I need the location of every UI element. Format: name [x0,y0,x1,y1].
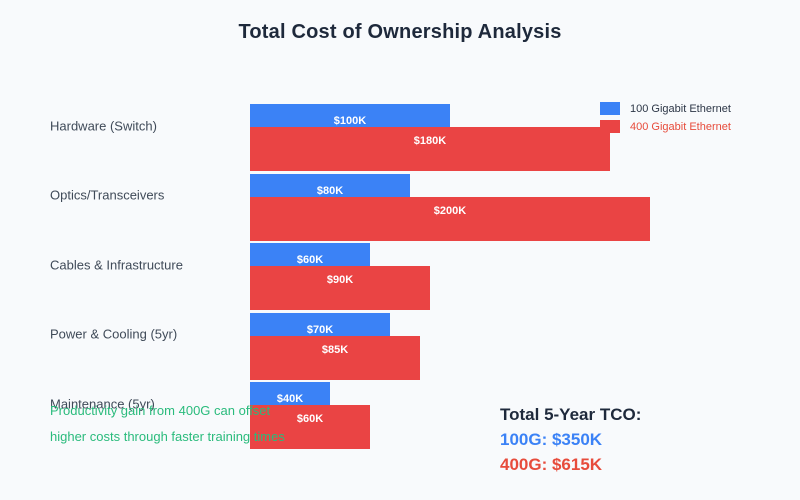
category-label-power-cooling-5yr: Power & Cooling (5yr) [50,326,178,342]
bar-value-100g-maintenance-5yr: $40K [276,393,304,405]
legend-item-100g: 100 Gigabit Ethernet [600,102,731,115]
tco-summary-100g: 100G: $350K [500,430,603,449]
tco-summary-400g: 400G: $615K [500,455,603,474]
productivity-annotation-line2: higher costs through faster training tim… [50,429,285,444]
bar-value-100g-cables-infrastructure: $60K [296,254,324,266]
bar-100g-cables-infrastructure: $60K [250,243,370,266]
legend-swatch-100g [600,102,620,115]
bar-value-400g-hardware-switch: $180K [413,135,447,147]
legend-swatch-400g [600,120,620,133]
bar-100g-maintenance-5yr: $40K [250,382,330,405]
productivity-annotation-line1: Productivity gain from 400G can offset [50,403,271,418]
category-label-maintenance-5yr: Maintenance (5yr) [50,396,155,411]
bar-100g-optics-transceivers: $80K [250,173,410,197]
legend-label-100g: 100 Gigabit Ethernet [630,102,731,115]
bar-400g-optics-transceivers: $200K [250,196,650,241]
bar-value-100g-optics-transceivers: $80K [316,184,344,197]
bar-value-100g-hardware-switch: $100K [333,115,367,127]
chart-title: Total Cost of Ownership Analysis [238,21,562,43]
bar-400g-cables-infrastructure: $90K [250,266,430,310]
tco-summary-heading: Total 5-Year TCO: [500,405,642,424]
bar-value-400g-maintenance-5yr: $60K [296,413,324,425]
bar-400g-maintenance-5yr: $60K [250,405,370,449]
legend-label-400g: 400 Gigabit Ethernet [630,120,731,133]
bar-value-400g-optics-transceivers: $200K [433,204,467,217]
bar-100g-hardware-switch: $100K [250,104,450,127]
bar-100g-power-cooling-5yr: $70K [250,312,390,336]
category-label-hardware-switch: Hardware (Switch) [50,118,157,133]
productivity-annotation: Productivity gain from 400G can offset h… [50,398,285,450]
category-label-cables-infrastructure: Cables & Infrastructure [50,257,183,272]
bar-value-400g-power-cooling-5yr: $85K [321,343,349,356]
bar-400g-power-cooling-5yr: $85K [250,335,420,380]
bar-value-400g-cables-infrastructure: $90K [326,274,354,286]
bar-value-100g-power-cooling-5yr: $70K [306,323,334,336]
legend-item-400g: 400 Gigabit Ethernet [600,120,731,133]
tco-summary: Total 5-Year TCO: 100G: $350K 400G: $615… [500,402,641,477]
category-label-optics-transceivers: Optics/Transceivers [50,187,165,203]
bar-400g-hardware-switch: $180K [250,127,610,171]
